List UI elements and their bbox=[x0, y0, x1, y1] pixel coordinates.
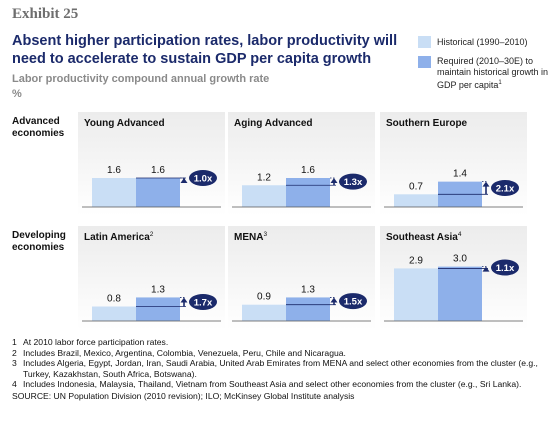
source: SOURCE: UN Population Division (2010 rev… bbox=[12, 390, 355, 401]
panel-title: MENA3 bbox=[234, 231, 267, 243]
growth-arrowhead bbox=[482, 181, 490, 187]
footnote: 4 Includes Indonesia, Malaysia, Thailand,… bbox=[12, 379, 547, 390]
panel-title: Young Advanced bbox=[84, 118, 165, 129]
value-label: 2.9 bbox=[409, 255, 423, 266]
subtitle: Labor productivity compound annual growt… bbox=[12, 73, 270, 85]
panel: Latin America2 0.8 1.3 1.7x bbox=[78, 226, 225, 330]
bar bbox=[92, 306, 136, 321]
footnote-text: Includes Brazil, Mexico, Argentina, Colo… bbox=[23, 347, 346, 358]
bar bbox=[136, 297, 180, 321]
value-label: 1.3 bbox=[151, 284, 165, 295]
panel-title-note: 3 bbox=[263, 231, 267, 238]
legend-note: 1 bbox=[498, 80, 502, 86]
footnote-number: 4 bbox=[12, 379, 17, 390]
legend-label: Required (2010–30E) to maintain historic… bbox=[437, 56, 555, 91]
row-label: Advanced economies bbox=[12, 116, 65, 139]
panel-title-note: 4 bbox=[458, 231, 462, 238]
footnote: 1 At 2010 labor force participation rates… bbox=[12, 337, 547, 348]
exhibit-label: Exhibit 25 bbox=[12, 6, 79, 22]
multiplier-badge bbox=[491, 179, 519, 196]
growth-arrowhead bbox=[482, 266, 490, 272]
bar bbox=[438, 266, 482, 321]
value-label: 1.6 bbox=[301, 165, 315, 176]
bar bbox=[286, 297, 330, 321]
panel-title-text: Southeast Asia bbox=[386, 232, 458, 243]
multiplier-label: 1.0x bbox=[194, 174, 213, 185]
footnote-number: 2 bbox=[12, 347, 17, 358]
panel-title-text: Aging Advanced bbox=[234, 118, 313, 129]
footnote-text: Includes Algeria, Egypt, Jordan, Iran, S… bbox=[23, 358, 538, 379]
multiplier-label: 1.1x bbox=[496, 263, 515, 274]
value-label: 1.4 bbox=[453, 169, 467, 180]
value-label: 0.9 bbox=[257, 292, 271, 303]
multiplier-badge bbox=[339, 293, 367, 310]
bar bbox=[286, 178, 330, 207]
bar bbox=[394, 194, 438, 207]
footnotes: 1 At 2010 labor force participation rates… bbox=[12, 337, 547, 402]
growth-arrowhead bbox=[180, 297, 188, 303]
row-label: Developing economies bbox=[12, 230, 66, 253]
panel-title: Aging Advanced bbox=[234, 118, 313, 129]
title: Absent higher participation rates, labor… bbox=[12, 33, 398, 67]
legend-text: Required (2010–30E) to maintain historic… bbox=[437, 56, 549, 90]
panel-title-text: Young Advanced bbox=[84, 118, 165, 129]
footnote-number: 1 bbox=[12, 337, 17, 347]
bar bbox=[92, 178, 136, 207]
multiplier-label: 2.1x bbox=[496, 183, 515, 194]
panel: Young Advanced 1.6 1.6 1.0x bbox=[78, 112, 225, 216]
unit: % bbox=[12, 88, 22, 100]
multiplier-badge bbox=[189, 170, 217, 186]
legend-swatch bbox=[418, 36, 431, 48]
footnote-number: 3 bbox=[12, 358, 17, 369]
footnote-text: At 2010 labor force participation rates. bbox=[23, 337, 169, 347]
multiplier-label: 1.7x bbox=[194, 297, 213, 308]
multiplier-badge bbox=[491, 259, 519, 276]
value-label: 0.7 bbox=[409, 181, 423, 192]
growth-arrowhead bbox=[180, 178, 188, 183]
value-label: 1.3 bbox=[301, 284, 315, 295]
multiplier-badge bbox=[339, 173, 367, 190]
legend-label: Historical (1990–2010) bbox=[437, 37, 528, 47]
multiplier-label: 1.5x bbox=[344, 297, 363, 308]
panel-title: Latin America2 bbox=[84, 231, 154, 243]
panel: Southern Europe 0.7 1.4 2.1x bbox=[380, 112, 527, 216]
value-label: 0.8 bbox=[107, 294, 121, 305]
value-label: 1.6 bbox=[107, 165, 121, 176]
multiplier-badge bbox=[189, 293, 217, 310]
growth-arrowhead bbox=[330, 297, 338, 303]
footnote: 3 Includes Algeria, Egypt, Jordan, Iran, … bbox=[12, 358, 547, 379]
panel: Southeast Asia4 2.9 3.0 1.1x bbox=[380, 226, 527, 330]
panel-title-text: Latin America bbox=[84, 232, 150, 243]
panel-title-text: MENA bbox=[234, 232, 263, 243]
bar bbox=[136, 178, 180, 207]
panel-title-text: Southern Europe bbox=[386, 118, 468, 129]
bar bbox=[242, 185, 286, 207]
panel-title: Southern Europe bbox=[386, 118, 468, 129]
panel-title: Southeast Asia4 bbox=[386, 231, 462, 243]
legend-swatch bbox=[418, 56, 431, 68]
bar bbox=[394, 268, 438, 321]
panel: Aging Advanced 1.2 1.6 1.3x bbox=[228, 112, 375, 216]
bar bbox=[242, 304, 286, 321]
value-label: 1.6 bbox=[151, 165, 165, 176]
footnote-text: Includes Indonesia, Malaysia, Thailand, … bbox=[23, 379, 522, 390]
value-label: 3.0 bbox=[453, 254, 467, 265]
multiplier-label: 1.3x bbox=[344, 177, 363, 188]
footnote: 2 Includes Brazil, Mexico, Argentina, Col… bbox=[12, 348, 547, 359]
panel: MENA3 0.9 1.3 1.5x bbox=[228, 226, 375, 330]
growth-arrowhead bbox=[330, 178, 338, 183]
value-label: 1.2 bbox=[257, 172, 271, 183]
panel-title-note: 2 bbox=[150, 231, 154, 238]
